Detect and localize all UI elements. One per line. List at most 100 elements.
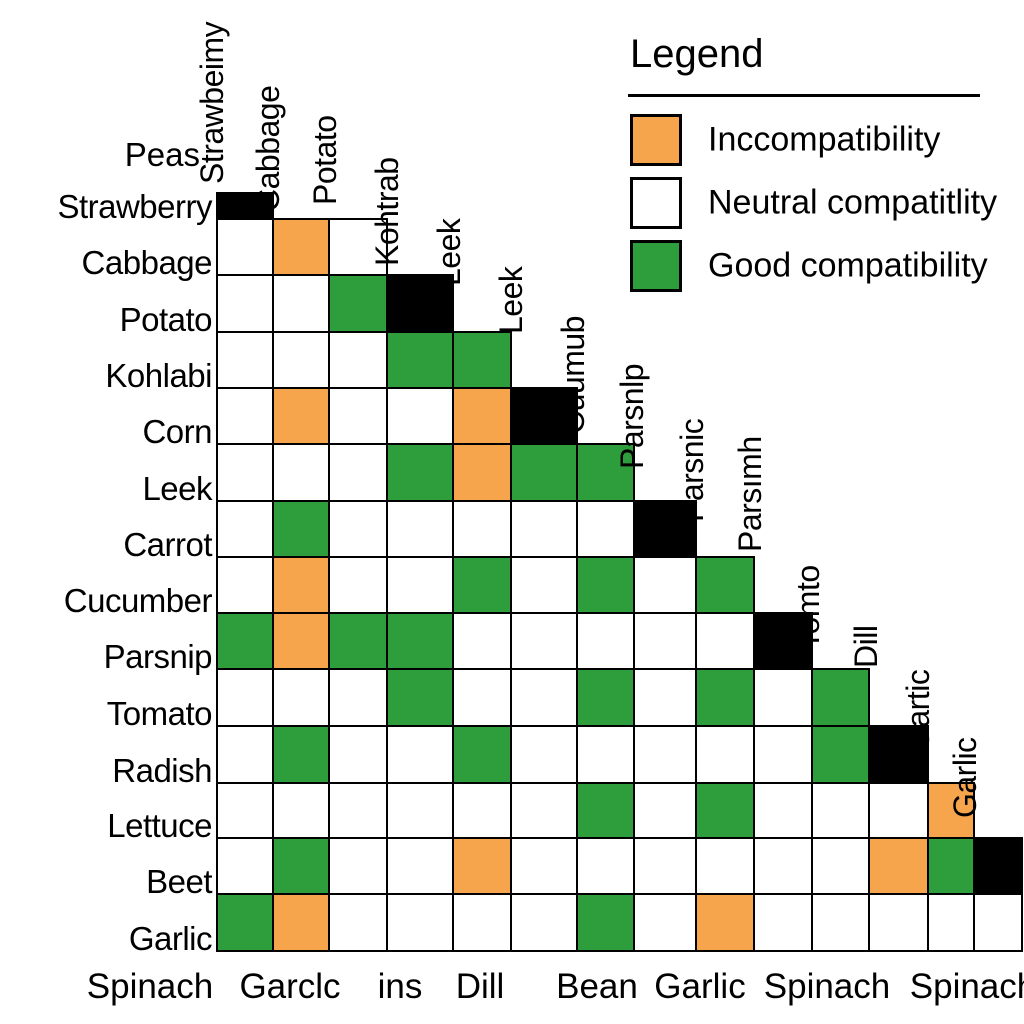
column-label: Potato	[307, 115, 343, 205]
column-label: Gartic	[900, 669, 936, 752]
matrix-cell	[753, 837, 813, 895]
matrix-cell	[452, 782, 512, 839]
legend-item-incompatibility: Inccompatibility	[630, 114, 1024, 166]
column-label: Parsımh	[732, 436, 768, 552]
matrix-cell	[927, 893, 975, 952]
matrix-cell	[973, 837, 1023, 895]
matrix-cell	[272, 500, 330, 558]
matrix-cell	[272, 725, 330, 784]
row-label: Cucumber	[63, 582, 213, 619]
matrix-cell	[386, 782, 454, 839]
matrix-cell	[216, 274, 274, 333]
matrix-cell	[386, 893, 454, 952]
incompatibility-swatch	[630, 114, 682, 166]
matrix-cell	[386, 556, 454, 614]
legend-item-label: Inccompatibility	[708, 120, 941, 159]
matrix-cell	[576, 782, 635, 839]
matrix-cell	[973, 893, 1023, 952]
matrix-cell	[216, 782, 274, 839]
matrix-cell	[272, 668, 330, 727]
matrix-cell	[868, 837, 929, 895]
column-label: Tomto	[789, 565, 826, 650]
column-label: Leek	[493, 266, 529, 334]
matrix-cell	[272, 556, 330, 614]
legend-underline	[628, 94, 980, 97]
matrix-cell	[272, 443, 330, 502]
matrix-cell	[216, 331, 274, 389]
matrix-cell	[452, 443, 512, 502]
matrix-cell	[386, 331, 454, 389]
matrix-cell	[510, 725, 578, 784]
matrix-cell	[452, 331, 512, 389]
column-label: Kohtrab	[369, 157, 405, 266]
matrix-cell	[328, 331, 388, 389]
matrix-cell	[633, 782, 697, 839]
matrix-cell	[216, 500, 274, 558]
matrix-cell	[328, 725, 388, 784]
matrix-cell	[452, 612, 512, 670]
matrix-cell	[633, 668, 697, 727]
matrix-cell	[452, 500, 512, 558]
row-label: Beet	[146, 863, 212, 900]
matrix-cell	[272, 387, 330, 445]
matrix-cell	[328, 893, 388, 952]
legend-item-label: Good compatibility	[708, 246, 988, 285]
matrix-cell	[695, 837, 755, 895]
bottom-label: Bean	[556, 967, 638, 1006]
matrix-cell	[216, 668, 274, 727]
matrix-cell	[576, 668, 635, 727]
matrix-cell	[576, 556, 635, 614]
matrix-cell	[695, 725, 755, 784]
row-label: Garlic	[128, 920, 213, 957]
row-label: Lettuce	[107, 807, 212, 844]
matrix-cell	[328, 387, 388, 445]
matrix-cell	[576, 893, 635, 952]
column-label: Cuumub	[554, 316, 591, 434]
matrix-cell	[328, 500, 388, 558]
row-label: Parsnip	[103, 638, 213, 675]
matrix-cell	[695, 668, 755, 727]
legend-title: Legend	[630, 32, 764, 76]
top-left-label: Peas	[124, 136, 200, 173]
matrix-cell	[386, 837, 454, 895]
matrix-cell	[216, 443, 274, 502]
bottom-label: Spinach	[86, 967, 214, 1006]
row-label: Cabbage	[81, 244, 213, 281]
matrix-cell	[272, 331, 330, 389]
matrix-cell	[328, 782, 388, 839]
matrix-cell	[216, 837, 274, 895]
matrix-cell	[576, 725, 635, 784]
matrix-cell	[216, 725, 274, 784]
matrix-cell	[386, 500, 454, 558]
bottom-label: Spinach	[909, 967, 1024, 1006]
matrix-cell	[753, 612, 813, 670]
matrix-cell	[386, 725, 454, 784]
matrix-cell	[695, 556, 755, 614]
row-label: Strawberry	[57, 188, 212, 225]
bottom-label: Spinach	[763, 967, 891, 1006]
matrix-cell	[576, 837, 635, 895]
matrix-cell	[753, 893, 813, 952]
matrix-cell	[633, 556, 697, 614]
matrix-cell	[576, 612, 635, 670]
bottom-label: Garlic	[654, 967, 746, 1006]
matrix-cell	[695, 893, 755, 952]
matrix-cell	[927, 837, 975, 895]
matrix-cell	[216, 612, 274, 670]
matrix-cell	[510, 782, 578, 839]
matrix-cell	[216, 387, 274, 445]
neutral-swatch	[630, 177, 682, 229]
matrix-cell	[386, 274, 454, 333]
matrix-cell	[328, 612, 388, 670]
legend-item-good: Good compatibility	[630, 240, 1024, 292]
matrix-cell	[510, 500, 578, 558]
matrix-cell	[633, 612, 697, 670]
matrix-cell	[452, 387, 512, 445]
matrix-cell	[452, 893, 512, 952]
matrix-cell	[216, 556, 274, 614]
matrix-cell	[328, 274, 388, 333]
row-label: Corn	[142, 413, 212, 450]
matrix-cell	[272, 612, 330, 670]
matrix-cell	[753, 725, 813, 784]
